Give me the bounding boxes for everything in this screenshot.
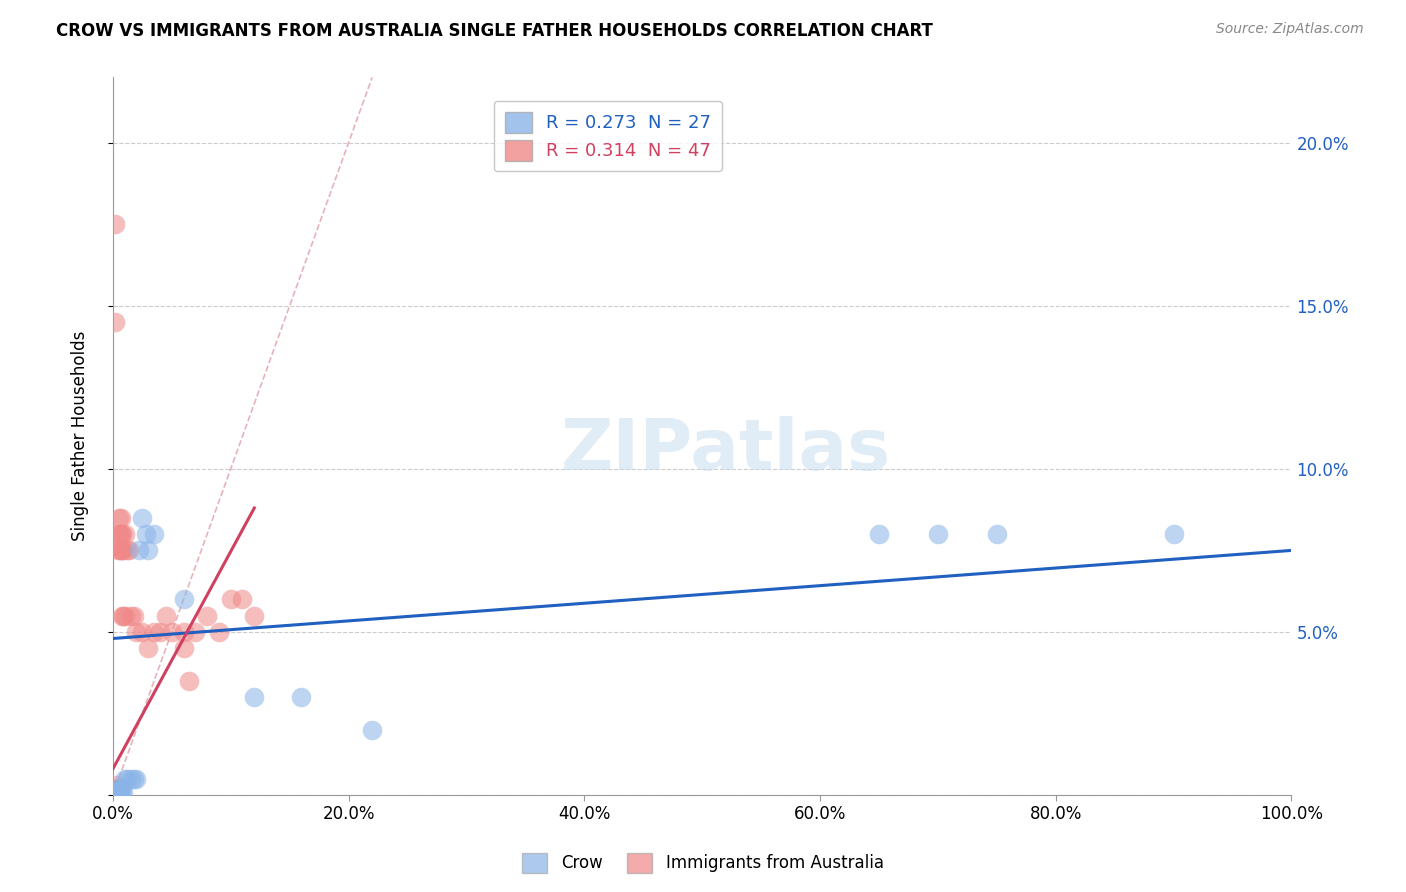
Point bbox=[114, 772, 136, 786]
Text: ZIPatlas: ZIPatlas bbox=[561, 416, 891, 485]
Point bbox=[143, 624, 166, 639]
Text: CROW VS IMMIGRANTS FROM AUSTRALIA SINGLE FATHER HOUSEHOLDS CORRELATION CHART: CROW VS IMMIGRANTS FROM AUSTRALIA SINGLE… bbox=[56, 22, 934, 40]
Point bbox=[131, 510, 153, 524]
Point bbox=[136, 543, 159, 558]
Point bbox=[114, 608, 136, 623]
Point bbox=[115, 543, 138, 558]
Point bbox=[105, 778, 128, 792]
Point bbox=[868, 527, 890, 541]
Point bbox=[104, 315, 127, 329]
Point bbox=[108, 527, 131, 541]
Point bbox=[1163, 527, 1185, 541]
Point bbox=[103, 785, 125, 799]
Point bbox=[112, 608, 135, 623]
Point bbox=[173, 592, 195, 607]
Point bbox=[104, 781, 127, 796]
Point bbox=[107, 510, 129, 524]
Point bbox=[173, 624, 195, 639]
Point bbox=[927, 527, 949, 541]
Point bbox=[104, 217, 127, 231]
Point bbox=[111, 543, 134, 558]
Point bbox=[122, 608, 145, 623]
Point bbox=[110, 527, 132, 541]
Point bbox=[107, 785, 129, 799]
Point bbox=[103, 781, 125, 796]
Point bbox=[120, 772, 142, 786]
Legend: Crow, Immigrants from Australia: Crow, Immigrants from Australia bbox=[516, 847, 890, 880]
Point bbox=[107, 543, 129, 558]
Point bbox=[195, 608, 218, 623]
Point bbox=[243, 608, 266, 623]
Point bbox=[361, 723, 384, 737]
Point bbox=[104, 785, 127, 799]
Point bbox=[219, 592, 242, 607]
Point bbox=[104, 785, 127, 799]
Point bbox=[120, 608, 142, 623]
Text: Source: ZipAtlas.com: Source: ZipAtlas.com bbox=[1216, 22, 1364, 37]
Point bbox=[125, 624, 148, 639]
Point bbox=[107, 785, 129, 799]
Y-axis label: Single Father Households: Single Father Households bbox=[72, 331, 89, 541]
Point bbox=[128, 543, 150, 558]
Point bbox=[111, 527, 134, 541]
Point bbox=[107, 781, 129, 796]
Point bbox=[112, 543, 135, 558]
Point bbox=[105, 785, 128, 799]
Point bbox=[105, 785, 128, 799]
Point bbox=[105, 781, 128, 796]
Point bbox=[111, 781, 134, 796]
Point bbox=[290, 690, 312, 705]
Point bbox=[108, 543, 131, 558]
Point bbox=[149, 624, 172, 639]
Point bbox=[103, 785, 125, 799]
Point bbox=[110, 785, 132, 799]
Point bbox=[114, 527, 136, 541]
Point bbox=[115, 772, 138, 786]
Point bbox=[110, 510, 132, 524]
Point bbox=[111, 608, 134, 623]
Point bbox=[135, 527, 157, 541]
Point bbox=[243, 690, 266, 705]
Point bbox=[107, 527, 129, 541]
Point bbox=[108, 781, 131, 796]
Point bbox=[131, 624, 153, 639]
Point bbox=[118, 543, 141, 558]
Point bbox=[155, 608, 177, 623]
Point bbox=[179, 673, 201, 688]
Point bbox=[125, 772, 148, 786]
Point bbox=[160, 624, 183, 639]
Point bbox=[231, 592, 253, 607]
Point bbox=[184, 624, 207, 639]
Point bbox=[986, 527, 1008, 541]
Point bbox=[110, 543, 132, 558]
Legend: R = 0.273  N = 27, R = 0.314  N = 47: R = 0.273 N = 27, R = 0.314 N = 47 bbox=[494, 101, 721, 171]
Point bbox=[143, 527, 166, 541]
Point bbox=[173, 641, 195, 656]
Point bbox=[112, 785, 135, 799]
Point bbox=[136, 641, 159, 656]
Point bbox=[122, 772, 145, 786]
Point bbox=[107, 785, 129, 799]
Point bbox=[107, 781, 129, 796]
Point bbox=[208, 624, 231, 639]
